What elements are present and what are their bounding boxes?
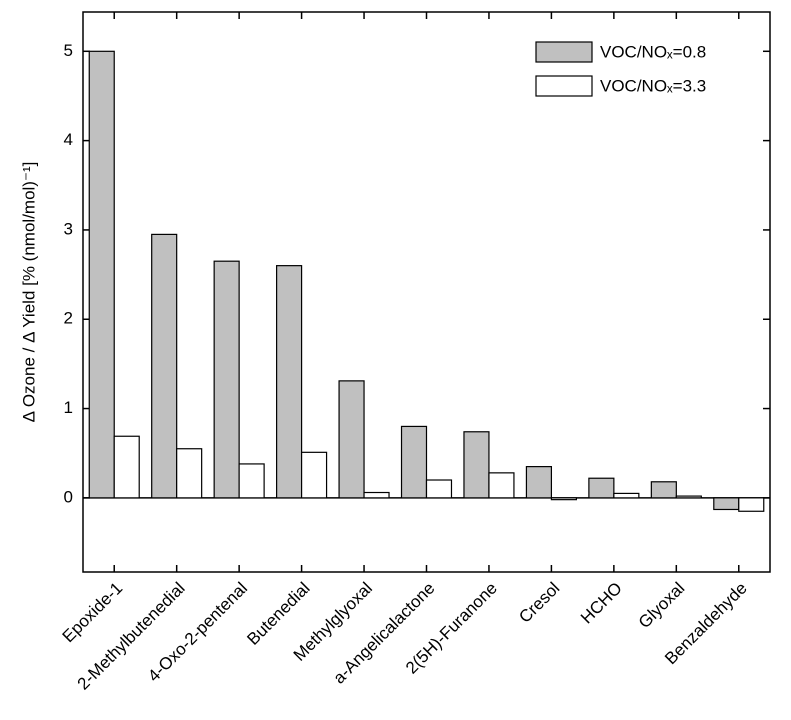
x-tick-label: Cresol bbox=[515, 579, 563, 627]
bar bbox=[300, 451, 328, 499]
bar bbox=[463, 431, 490, 499]
bar bbox=[425, 479, 453, 499]
bar bbox=[363, 491, 390, 499]
bar bbox=[488, 472, 515, 499]
legend-swatch bbox=[535, 75, 593, 97]
bar bbox=[738, 497, 765, 512]
y-tick-label: 5 bbox=[64, 41, 73, 60]
y-axis-label: Δ Ozone / Δ Yield [% (nmol/mol)⁻¹] bbox=[19, 162, 38, 423]
bar bbox=[276, 265, 303, 499]
x-tick-label: 2-Methylbutenedial bbox=[74, 579, 189, 694]
bar bbox=[525, 466, 553, 499]
x-tick-label: HCHO bbox=[577, 579, 626, 628]
bar bbox=[238, 463, 265, 499]
bar bbox=[176, 448, 203, 499]
legend-label: VOC/NOₓ=3.3 bbox=[600, 76, 706, 95]
bar bbox=[113, 435, 140, 499]
legend-label: VOC/NOₓ=0.8 bbox=[600, 42, 706, 61]
y-tick-label: 1 bbox=[64, 398, 73, 417]
bar bbox=[550, 497, 577, 501]
bar bbox=[338, 380, 365, 499]
bar bbox=[675, 495, 702, 499]
bar bbox=[213, 260, 240, 499]
bar bbox=[88, 50, 115, 499]
bar bbox=[588, 477, 615, 499]
bar bbox=[713, 497, 740, 511]
bar bbox=[650, 481, 677, 499]
y-tick-label: 0 bbox=[64, 487, 73, 506]
y-tick-label: 3 bbox=[64, 219, 73, 238]
y-tick-label: 4 bbox=[64, 130, 73, 149]
bar bbox=[613, 492, 640, 499]
x-tick-label: Glyoxal bbox=[635, 579, 689, 633]
x-tick-label: Epoxide-1 bbox=[59, 579, 127, 647]
y-tick-label: 2 bbox=[64, 309, 73, 328]
bar bbox=[400, 425, 428, 499]
legend-swatch bbox=[535, 41, 593, 63]
bar bbox=[151, 233, 178, 499]
